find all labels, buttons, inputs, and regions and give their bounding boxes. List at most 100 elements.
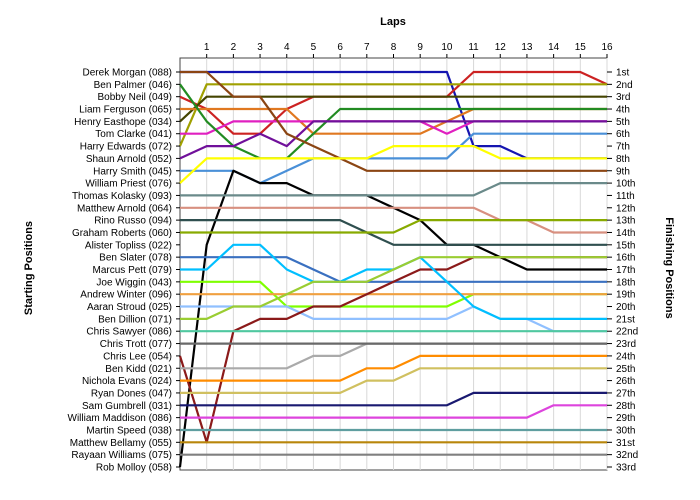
starting-label-33: Rob Molloy (058) (96, 463, 172, 474)
series-line-26 (180, 391, 607, 407)
starting-label-15: Alister Topliss (022) (85, 240, 172, 251)
series-line-11 (179, 145, 607, 184)
starting-label-8: Shaun Arnold (052) (86, 154, 172, 165)
finishing-label-1: 1st (616, 68, 630, 79)
starting-label-28: Sam Gumbrell (031) (82, 401, 172, 412)
finishing-label-25: 25th (616, 364, 635, 375)
finishing-label-16: 16th (616, 253, 635, 264)
finishing-label-30: 30th (616, 425, 635, 436)
finishing-label-26: 26th (616, 376, 635, 387)
finishing-label-27: 27th (616, 388, 635, 399)
starting-label-4: Liam Ferguson (065) (79, 105, 172, 116)
starting-label-24: Chris Lee (054) (103, 351, 172, 362)
series-line-25 (180, 367, 607, 394)
lap-tick-6: 6 (337, 42, 343, 53)
starting-label-25: Ben Kidd (021) (105, 364, 172, 375)
finishing-label-14: 14th (616, 228, 635, 239)
lap-tick-2: 2 (231, 42, 237, 53)
starting-label-32: Rayaan Williams (075) (71, 450, 172, 461)
series-line-16 (180, 219, 607, 234)
series-line-10 (180, 70, 607, 172)
series-line-24 (180, 354, 607, 382)
lap-tick-7: 7 (364, 42, 370, 53)
starting-label-17: Marcus Pett (079) (93, 265, 172, 276)
x-axis-title: Laps (380, 16, 406, 28)
starting-label-21: Ben Dillion (071) (98, 314, 172, 325)
finishing-label-5: 5th (616, 117, 630, 128)
series-line-9 (179, 120, 607, 160)
starting-label-30: Martin Speed (038) (86, 425, 172, 436)
starting-label-18: Joe Wiggin (043) (96, 277, 172, 288)
starting-label-13: Rino Russo (094) (94, 216, 172, 227)
series-line-14 (180, 206, 607, 234)
lap-tick-8: 8 (391, 42, 397, 53)
finishing-label-32: 32nd (616, 450, 638, 461)
finishing-label-22: 22nd (616, 327, 638, 338)
finishing-label-19: 19th (616, 290, 635, 301)
starting-label-9: Harry Smith (045) (93, 166, 172, 177)
right-axis-title: Finishing Positions (663, 217, 675, 318)
lap-tick-13: 13 (521, 42, 533, 53)
series-line-3 (178, 83, 607, 147)
series-line-27 (180, 404, 607, 419)
starting-label-6: Tom Clarke (041) (95, 129, 172, 140)
starting-label-31: Matthew Bellamy (055) (70, 438, 172, 449)
series-lines (178, 70, 608, 468)
starting-label-2: Ben Palmer (046) (94, 80, 172, 91)
lap-tick-4: 4 (284, 42, 290, 53)
finishing-label-7: 7th (616, 142, 630, 153)
series-line-7 (179, 83, 607, 160)
lap-tick-9: 9 (417, 42, 423, 53)
finishing-label-24: 24th (616, 351, 635, 362)
lap-ticks: 1 2 3 4 5 6 7 8 9 10 11 12 13 14 15 16 (204, 42, 613, 58)
finishing-label-29: 29th (616, 413, 635, 424)
finishing-label-20: 20th (616, 302, 635, 313)
lap-tick-16: 16 (601, 42, 613, 53)
lap-tick-15: 15 (575, 42, 587, 53)
starting-label-10: William Priest (076) (85, 179, 172, 190)
starting-label-1: Derek Morgan (088) (83, 68, 172, 79)
finishing-label-6: 6th (616, 129, 630, 140)
lap-tick-10: 10 (441, 42, 453, 53)
starting-label-27: Ryan Dones (047) (91, 388, 172, 399)
finishing-label-12: 12th (616, 203, 635, 214)
starting-label-12: Matthew Arnold (064) (77, 203, 172, 214)
finishing-label-18: 18th (616, 277, 635, 288)
gridlines (206, 58, 608, 470)
finishing-label-11: 11th (616, 191, 635, 202)
left-axis-title: Starting Positions (23, 221, 35, 315)
series-line-15 (180, 219, 607, 246)
lap-tick-14: 14 (548, 42, 560, 53)
lap-tick-3: 3 (257, 42, 263, 53)
finishing-label-33: 33rd (616, 463, 636, 474)
finishing-label-10: 10th (616, 179, 635, 190)
finishing-label-28: 28th (616, 401, 635, 412)
finishing-label-2: 2nd (616, 80, 633, 91)
starting-label-16: Ben Slater (078) (99, 253, 172, 264)
starting-label-20: Aaran Stroud (025) (87, 302, 172, 313)
lap-tick-12: 12 (495, 42, 507, 53)
starting-label-29: William Maddison (086) (68, 413, 172, 424)
starting-label-3: Bobby Neil (049) (98, 92, 172, 103)
starting-label-19: Andrew Winter (096) (80, 290, 172, 301)
finishing-label-3: 3rd (616, 92, 630, 103)
lap-tick-11: 11 (468, 42, 479, 53)
starting-label-5: Henry Easthope (034) (74, 117, 172, 128)
starting-label-22: Chris Sawyer (086) (86, 327, 172, 338)
starting-label-7: Harry Edwards (072) (80, 142, 172, 153)
finishing-label-31: 31st (616, 438, 635, 449)
starting-label-14: Graham Roberts (060) (72, 228, 172, 239)
finishing-label-9: 9th (616, 166, 630, 177)
finishing-label-13: 13th (616, 216, 635, 227)
starting-label-11: Thomas Kolasky (093) (72, 191, 172, 202)
finishing-label-8: 8th (616, 154, 630, 165)
starting-label-26: Nichola Evans (024) (82, 376, 172, 387)
series-line-13 (180, 182, 607, 197)
finishing-label-21: 21st (616, 314, 635, 325)
finishing-label-23: 23rd (616, 339, 636, 350)
lap-tick-5: 5 (311, 42, 317, 53)
finishing-label-15: 15th (616, 240, 635, 251)
